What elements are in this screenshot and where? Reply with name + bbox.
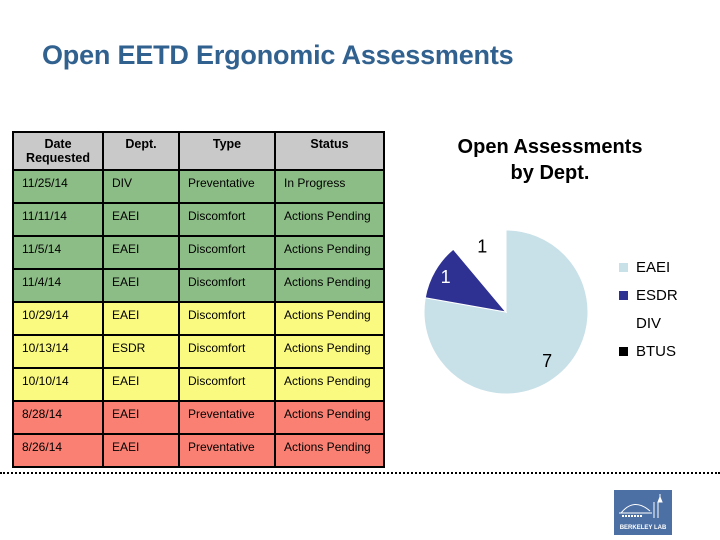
pie-chart: 7 1 1 xyxy=(423,229,589,395)
table-row: 8/26/14 EAEI Preventative Actions Pending xyxy=(12,433,385,468)
cell-date: 11/11/14 xyxy=(12,202,104,237)
column-header: Status xyxy=(274,131,385,171)
cell-status: Actions Pending xyxy=(274,400,385,435)
column-header: Dept. xyxy=(102,131,180,171)
assessments-table: Date Requested Dept. Type Status 11/25/14 DI… xyxy=(12,131,385,468)
cell-dept: EAEI xyxy=(102,367,180,402)
cell-dept: EAEI xyxy=(102,268,180,303)
table-row: 8/28/14 EAEI Preventative Actions Pending xyxy=(12,400,385,435)
cell-type: Discomfort xyxy=(178,334,276,369)
cell-type: Discomfort xyxy=(178,268,276,303)
table-row: 11/11/14 EAEI Discomfort Actions Pending xyxy=(12,202,385,237)
table-header-row: Date Requested Dept. Type Status xyxy=(12,131,385,171)
logo-windows xyxy=(622,515,642,517)
legend-swatch-BTUS xyxy=(619,346,628,356)
cell-dept: EAEI xyxy=(102,433,180,468)
cell-dept: ESDR xyxy=(102,334,180,369)
legend-label: ESDR xyxy=(636,286,678,304)
pie-slice-DIV xyxy=(452,229,507,314)
cell-status: Actions Pending xyxy=(274,334,385,369)
legend-swatch-ESDR xyxy=(619,290,628,300)
table-row: 10/10/14 EAEI Discomfort Actions Pending xyxy=(12,367,385,402)
cell-type: Preventative xyxy=(178,400,276,435)
cell-dept: EAEI xyxy=(102,301,180,336)
cell-status: Actions Pending xyxy=(274,202,385,237)
berkeley-lab-logo: BERKELEY LAB xyxy=(614,490,672,535)
pie-data-label: 7 xyxy=(542,351,552,371)
legend-item-DIV: DIV xyxy=(619,309,678,337)
cell-date: 11/4/14 xyxy=(12,268,104,303)
dotted-divider xyxy=(0,472,720,474)
legend-label: EAEI xyxy=(636,258,671,276)
cell-type: Discomfort xyxy=(178,367,276,402)
legend-item-EAEI: EAEI xyxy=(619,253,678,281)
legend-swatch-EAEI xyxy=(619,262,628,272)
cell-status: Actions Pending xyxy=(274,367,385,402)
cell-type: Preventative xyxy=(178,433,276,468)
cell-status: In Progress xyxy=(274,169,385,204)
cell-type: Discomfort xyxy=(178,202,276,237)
cell-date: 10/29/14 xyxy=(12,301,104,336)
cell-status: Actions Pending xyxy=(274,235,385,270)
table-row: 11/25/14 DIV Preventative In Progress xyxy=(12,169,385,204)
cell-dept: EAEI xyxy=(102,235,180,270)
cell-dept: EAEI xyxy=(102,202,180,237)
legend-swatch-DIV xyxy=(619,318,628,328)
cell-type: Discomfort xyxy=(178,301,276,336)
cell-date: 8/26/14 xyxy=(12,433,104,468)
cell-dept: DIV xyxy=(102,169,180,204)
chart-legend: EAEI ESDR DIV BTUS xyxy=(619,253,678,365)
chart-title: Open Assessments by Dept. xyxy=(457,136,643,184)
cell-date: 10/13/14 xyxy=(12,334,104,369)
cell-date: 11/5/14 xyxy=(12,235,104,270)
column-header: Type xyxy=(178,131,276,171)
cell-date: 11/25/14 xyxy=(12,169,104,204)
logo-building-icon xyxy=(619,494,663,518)
table-row: 10/13/14 ESDR Discomfort Actions Pending xyxy=(12,334,385,369)
column-header: Date Requested xyxy=(12,131,104,171)
pie-slice-EAEI xyxy=(423,229,589,395)
cell-status: Actions Pending xyxy=(274,433,385,468)
table-row: 11/5/14 EAEI Discomfort Actions Pending xyxy=(12,235,385,270)
cell-type: Discomfort xyxy=(178,235,276,270)
legend-label: DIV xyxy=(636,314,662,332)
cell-date: 10/10/14 xyxy=(12,367,104,402)
table-body: 11/25/14 DIV Preventative In Progress 11/11/… xyxy=(12,169,385,468)
cell-type: Preventative xyxy=(178,169,276,204)
logo-label: BERKELEY LAB xyxy=(620,525,667,531)
slide-title: Open EETD Ergonomic Assessments xyxy=(42,40,514,70)
legend-item-BTUS: BTUS xyxy=(619,337,678,365)
table-row: 10/29/14 EAEI Discomfort Actions Pending xyxy=(12,301,385,336)
legend-label: BTUS xyxy=(636,342,677,360)
cell-status: Actions Pending xyxy=(274,301,385,336)
pie-data-label: 1 xyxy=(441,267,451,287)
cell-dept: EAEI xyxy=(102,400,180,435)
cell-date: 8/28/14 xyxy=(12,400,104,435)
cell-status: Actions Pending xyxy=(274,268,385,303)
pie-data-label: 1 xyxy=(477,237,487,257)
table-row: 11/4/14 EAEI Discomfort Actions Pending xyxy=(12,268,385,303)
legend-item-ESDR: ESDR xyxy=(619,281,678,309)
